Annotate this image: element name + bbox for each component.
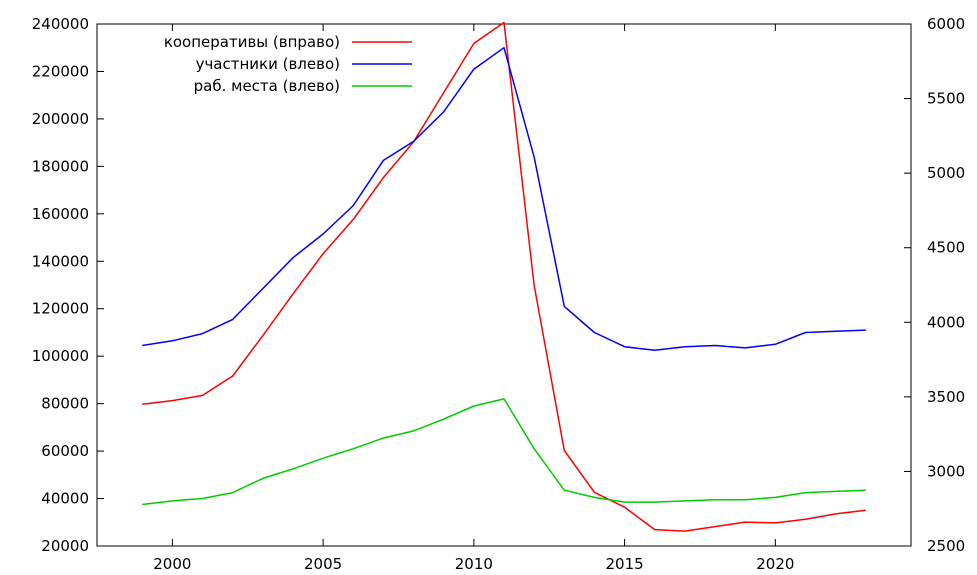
left-y-tick-label: 180000 xyxy=(32,157,89,175)
right-y-tick-label: 4500 xyxy=(927,239,965,257)
left-y-tick-label: 220000 xyxy=(32,62,89,80)
legend-label: кооперативы (вправо) xyxy=(164,33,340,51)
series-line-3 xyxy=(142,398,866,506)
left-y-tick-label: 80000 xyxy=(41,395,89,413)
left-y-tick-label: 120000 xyxy=(32,300,89,318)
x-tick-label: 2000 xyxy=(153,555,191,573)
right-y-tick-label: 4000 xyxy=(927,313,965,331)
left-y-tick-label: 240000 xyxy=(32,15,89,33)
left-y-tick-label: 200000 xyxy=(32,110,89,128)
legend: кооперативы (вправо) участники (влево) раб… xyxy=(164,33,412,95)
right-y-tick-label: 3500 xyxy=(927,388,965,406)
right-y-tick-label: 6000 xyxy=(927,15,965,33)
left-y-tick-label: 40000 xyxy=(41,490,89,508)
series-line-2 xyxy=(142,46,866,352)
series-lines xyxy=(142,21,866,532)
x-tick-label: 2015 xyxy=(605,555,643,573)
x-tick-label: 2020 xyxy=(756,555,794,573)
left-y-tick-label: 100000 xyxy=(32,347,89,365)
left-y-tick-label: 160000 xyxy=(32,205,89,223)
right-y-tick-label: 5000 xyxy=(927,164,965,182)
right-y-tick-label: 2500 xyxy=(927,537,965,555)
left-y-tick-label: 140000 xyxy=(32,252,89,270)
legend-label: раб. места (влево) xyxy=(194,77,340,95)
plot-frame xyxy=(96,23,912,547)
right-y-tick-label: 3000 xyxy=(927,462,965,480)
right-y-tick-label: 5500 xyxy=(927,90,965,108)
series-line-1 xyxy=(142,21,866,532)
legend-label: участники (влево) xyxy=(196,55,340,73)
left-y-tick-label: 60000 xyxy=(41,442,89,460)
x-tick-label: 2010 xyxy=(455,555,493,573)
x-tick-label: 2005 xyxy=(304,555,342,573)
left-y-tick-label: 20000 xyxy=(41,537,89,555)
axis-ticks: 20000 40000 60000 80000 100000 120000 140000 16… xyxy=(32,15,965,573)
